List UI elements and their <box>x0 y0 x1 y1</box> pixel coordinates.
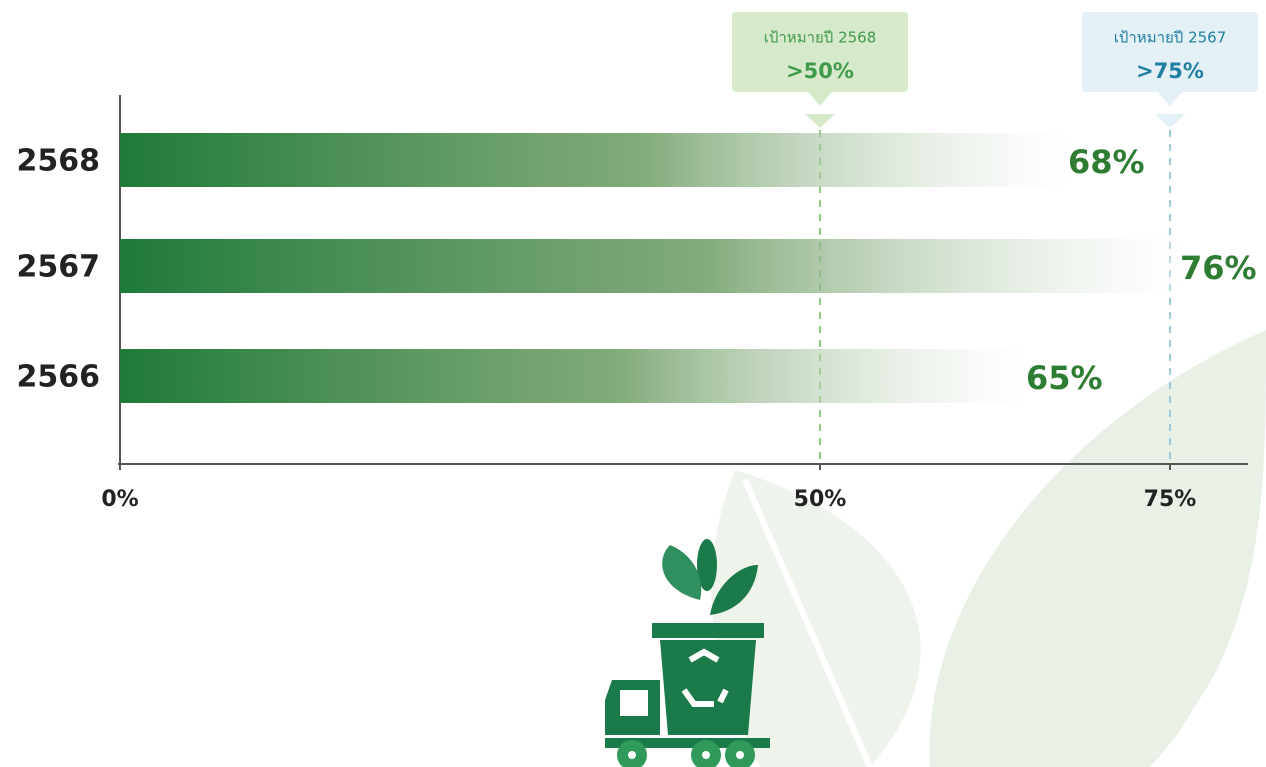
target-marker <box>1155 114 1185 128</box>
background-leaves <box>711 330 1266 767</box>
target-value: >75% <box>1136 59 1204 83</box>
value-label: 68% <box>1068 143 1145 181</box>
bar <box>120 349 1030 403</box>
bar <box>120 239 1184 293</box>
target-value: >50% <box>786 59 854 83</box>
target-pointer <box>808 92 832 106</box>
x-tick-label: 0% <box>101 487 138 512</box>
target-box <box>1082 12 1258 92</box>
value-label: 76% <box>1180 249 1257 287</box>
target-box <box>732 12 908 92</box>
y-tick-label: 2566 <box>17 360 101 395</box>
x-tick-label: 50% <box>794 487 847 512</box>
target-pointer <box>1158 92 1182 106</box>
x-tick-label: 75% <box>1144 487 1197 512</box>
value-label: 65% <box>1026 359 1103 397</box>
target-marker <box>805 114 835 128</box>
target-label: เป้าหมายปี 2568 <box>764 29 877 47</box>
target-label: เป้าหมายปี 2567 <box>1114 29 1227 47</box>
recycle-truck-icon <box>605 539 770 767</box>
y-tick-label: 2567 <box>17 250 101 285</box>
bar <box>120 133 1072 187</box>
y-tick-label: 2568 <box>17 144 101 179</box>
